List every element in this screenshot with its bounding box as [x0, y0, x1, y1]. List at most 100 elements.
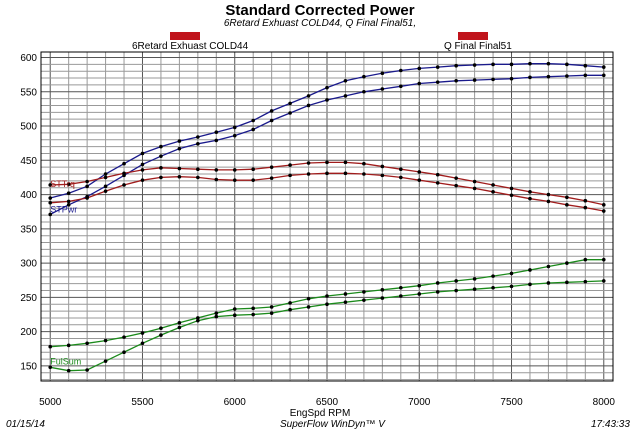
data-point	[85, 341, 89, 346]
data-point	[509, 186, 514, 191]
y-tick-label: 550	[20, 87, 37, 98]
data-point	[601, 257, 606, 262]
data-point	[380, 71, 385, 76]
data-point	[546, 192, 551, 197]
data-point	[48, 200, 53, 205]
data-point	[565, 74, 569, 78]
data-point	[435, 80, 440, 84]
data-point	[417, 292, 422, 296]
data-point	[48, 196, 53, 200]
data-point	[435, 172, 440, 177]
data-point	[565, 280, 569, 285]
data-point	[528, 75, 532, 80]
data-point	[177, 320, 182, 325]
series-label-sttrq: STTrq	[50, 179, 75, 189]
data-point	[140, 331, 145, 335]
data-point	[380, 296, 385, 300]
data-point	[103, 175, 108, 180]
data-point	[232, 313, 237, 318]
data-point	[288, 163, 292, 167]
data-point	[232, 133, 237, 138]
data-point	[140, 168, 145, 172]
data-point	[417, 66, 422, 71]
data-point	[232, 168, 237, 172]
data-point	[48, 212, 53, 217]
data-point	[251, 127, 255, 132]
data-point	[159, 144, 163, 149]
data-point	[214, 130, 219, 134]
data-point	[546, 61, 551, 66]
data-point	[269, 165, 274, 169]
data-point	[177, 325, 182, 330]
data-point	[380, 288, 385, 292]
y-tick-label: 300	[20, 259, 37, 270]
data-point	[66, 343, 71, 348]
data-point	[177, 174, 182, 179]
data-point	[103, 189, 108, 193]
data-point	[399, 294, 403, 298]
data-point	[251, 178, 255, 182]
data-point	[85, 368, 89, 372]
data-point	[546, 74, 551, 79]
data-point	[306, 172, 311, 176]
data-point	[362, 298, 366, 302]
data-point	[509, 271, 514, 276]
data-point	[362, 172, 366, 176]
data-point	[232, 125, 237, 130]
x-tick-label: 7000	[408, 397, 431, 408]
data-point	[66, 182, 71, 187]
y-tick-label: 250	[20, 293, 37, 304]
data-point	[417, 283, 422, 288]
data-point	[122, 171, 126, 176]
data-point	[196, 175, 200, 180]
y-tick-label: 450	[20, 156, 37, 167]
data-point	[601, 73, 606, 78]
data-point	[306, 94, 311, 98]
y-tick-label: 500	[20, 122, 37, 133]
data-point	[306, 161, 311, 165]
data-point	[565, 203, 569, 207]
legend-label-run-1: 6Retard Exhuast COLD44	[132, 41, 249, 52]
data-point	[159, 333, 163, 337]
data-point	[435, 281, 440, 285]
data-point	[196, 167, 200, 172]
data-point	[546, 281, 551, 285]
data-point	[232, 178, 237, 182]
data-point	[85, 184, 89, 189]
y-tick-label: 600	[20, 53, 37, 64]
data-point	[269, 305, 274, 309]
data-point	[325, 294, 329, 298]
data-point	[48, 183, 53, 187]
data-point	[601, 209, 606, 213]
data-point	[214, 168, 219, 172]
data-point	[417, 178, 422, 182]
data-point	[214, 177, 219, 182]
data-point	[140, 341, 145, 346]
data-point	[177, 139, 182, 143]
data-point	[601, 203, 606, 207]
data-point	[454, 279, 458, 283]
footer-date: 01/15/14	[6, 419, 45, 430]
data-point	[435, 181, 440, 185]
data-point	[583, 63, 588, 68]
data-point	[454, 63, 458, 68]
data-point	[103, 338, 108, 343]
footer-time: 17:43:33	[591, 419, 630, 430]
data-point	[251, 306, 255, 311]
data-point	[417, 81, 422, 86]
data-point	[103, 184, 108, 189]
data-point	[159, 154, 163, 158]
data-point	[196, 316, 200, 320]
data-point	[269, 176, 274, 180]
data-point	[565, 62, 569, 67]
data-point	[177, 146, 182, 151]
data-point	[583, 198, 588, 203]
data-point	[214, 311, 219, 315]
data-point	[472, 277, 477, 281]
data-point	[491, 285, 495, 290]
data-point	[565, 195, 569, 200]
data-point	[362, 290, 366, 294]
data-point	[454, 288, 458, 293]
data-point	[85, 179, 89, 184]
